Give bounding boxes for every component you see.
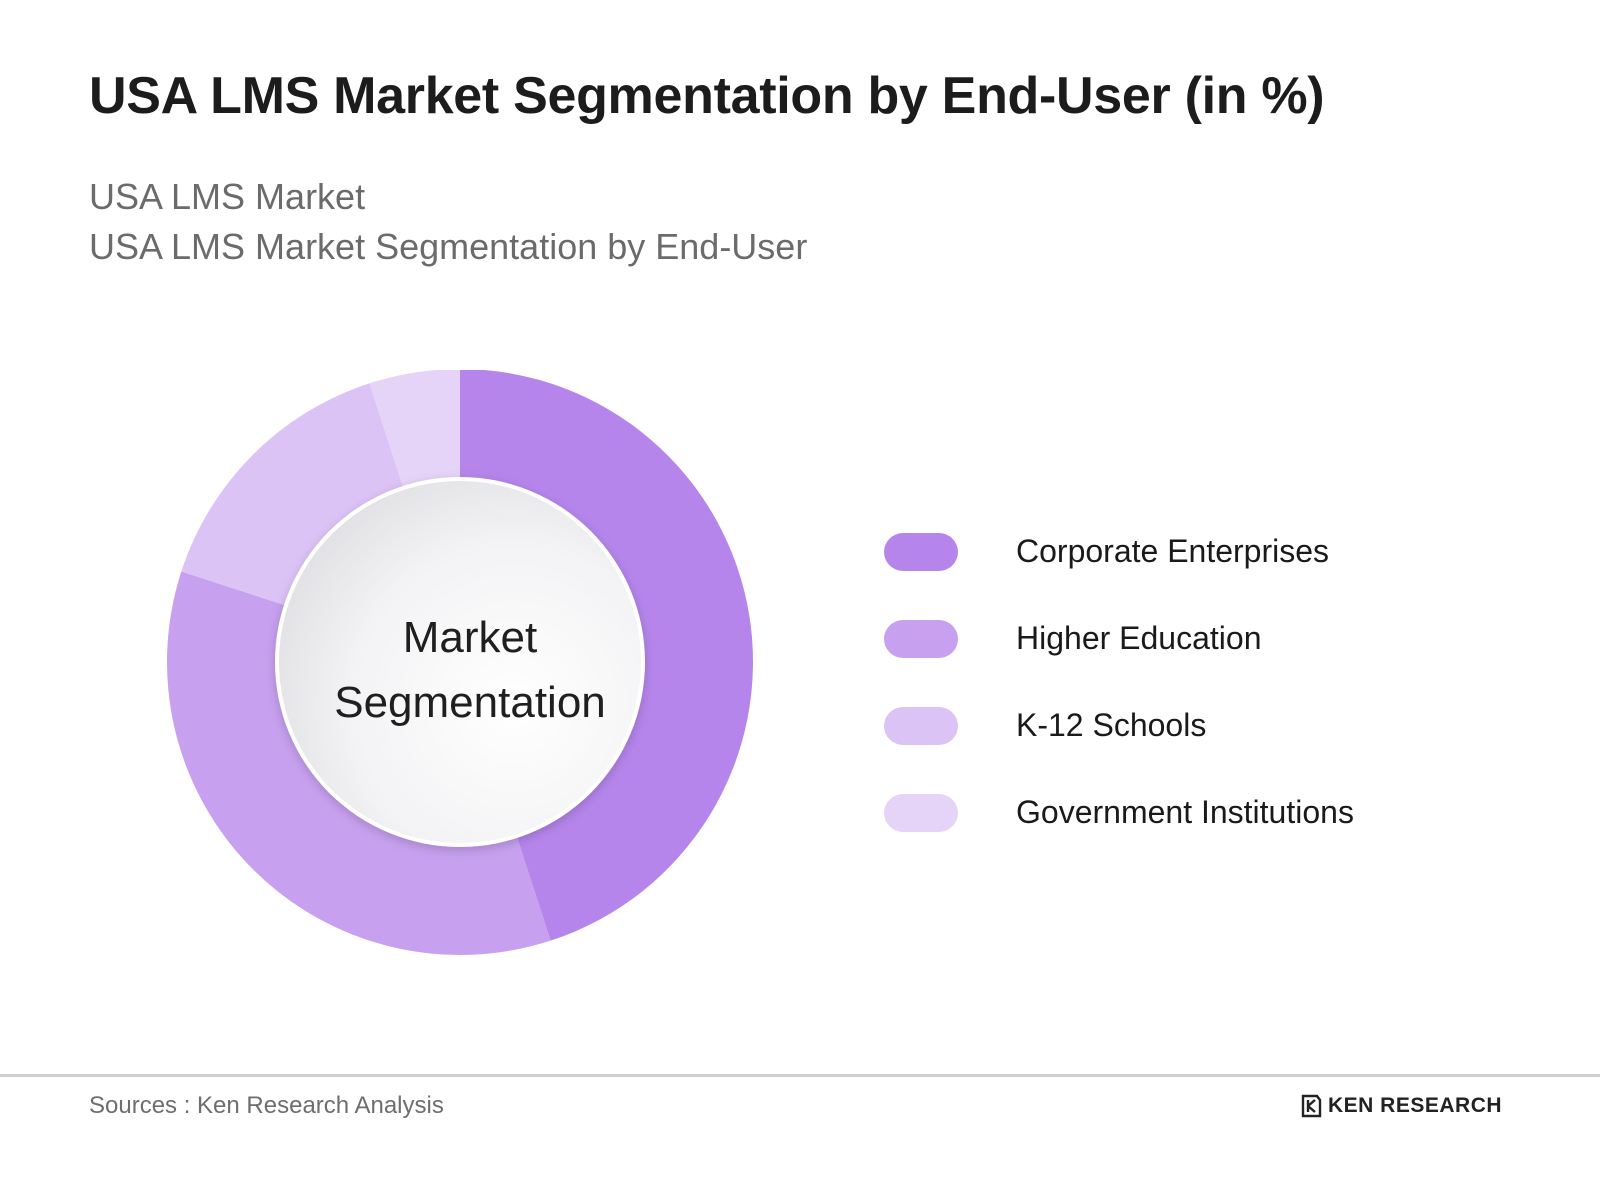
ken-research-k-icon [1301,1094,1322,1118]
legend-label: Government Institutions [1016,794,1354,830]
legend-swatch [884,793,958,832]
brand-name: KEN RESEARCH [1328,1094,1503,1117]
legend-item-higher-education: Higher Education [884,595,1354,682]
legend-label: K-12 Schools [1016,707,1207,743]
source-note: Sources : Ken Research Analysis [89,1092,444,1119]
center-label-line2: Segmentation [334,678,606,727]
page-title: USA LMS Market Segmentation by End-User … [89,67,1325,125]
footer-divider [0,1074,1600,1077]
ken-research-logo: KEN RESEARCH [1300,1094,1502,1118]
legend-item-corporate-enterprises: Corporate Enterprises [884,508,1354,595]
donut-center-label: Market Segmentation [260,605,680,735]
legend-item-k12-schools: K-12 Schools [884,682,1354,769]
legend-swatch [884,532,958,571]
legend-label: Higher Education [1016,620,1262,656]
donut-chart [166,370,753,955]
legend-item-government-institutions: Government Institutions [884,769,1354,856]
legend-label: Corporate Enterprises [1016,533,1330,569]
donut-center-fill [279,481,641,843]
legend-swatch [884,706,958,745]
subtitle-market: USA LMS Market [89,176,366,217]
chart-legend: Corporate Enterprises Higher Education K… [884,508,1354,856]
center-label-line1: Market [402,613,538,662]
legend-swatch [884,619,958,658]
subtitle-segmentation: USA LMS Market Segmentation by End-User [89,226,808,267]
